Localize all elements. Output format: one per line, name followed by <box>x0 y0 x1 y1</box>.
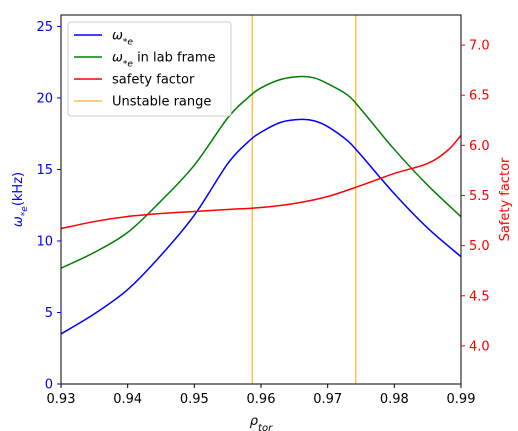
y-axis-left: 0 5 10 15 20 25 ω*e(kHz) <box>11 20 61 393</box>
y-left-axis-title: ω*e(kHz) <box>11 172 30 227</box>
x-axis-title: ρtor <box>250 414 273 431</box>
y-left-tick-label: 15 <box>36 163 53 178</box>
y-right-tick-label: 4.0 <box>469 339 490 354</box>
x-tick-label: 0.99 <box>447 392 476 407</box>
unstable-range-lines <box>252 15 355 384</box>
x-tick-label: 0.94 <box>113 392 142 407</box>
safety-factor-line <box>61 135 461 228</box>
y-left-tick-label: 25 <box>36 20 53 35</box>
y-left-tick-label: 0 <box>45 378 53 393</box>
x-tick-label: 0.95 <box>180 392 209 407</box>
y-axis-right: 4.0 4.5 5.0 5.5 6.0 6.5 7.0 Safety factor <box>461 39 513 355</box>
y-right-tick-label: 5.0 <box>469 239 490 254</box>
y-left-tick-label: 10 <box>36 234 53 249</box>
x-tick-label: 0.93 <box>47 392 76 407</box>
omega-star-e-line <box>61 119 461 334</box>
y-right-axis-title: Safety factor <box>498 157 513 241</box>
legend-label: safety factor <box>112 73 195 88</box>
y-right-tick-label: 6.5 <box>469 89 490 104</box>
x-tick-label: 0.98 <box>380 392 409 407</box>
x-axis: 0.93 0.94 0.95 0.96 0.97 0.98 0.99 ρtor <box>47 384 476 431</box>
legend-label: Unstable range <box>112 95 211 110</box>
y-right-tick-label: 5.5 <box>469 189 490 204</box>
y-left-tick-label: 5 <box>45 306 53 321</box>
y-left-tick-label: 20 <box>36 91 53 106</box>
y-right-tick-label: 7.0 <box>469 39 490 54</box>
x-tick-label: 0.96 <box>247 392 276 407</box>
x-tick-label: 0.97 <box>313 392 342 407</box>
y-right-tick-label: 6.0 <box>469 139 490 154</box>
y-right-tick-label: 4.5 <box>469 289 490 304</box>
